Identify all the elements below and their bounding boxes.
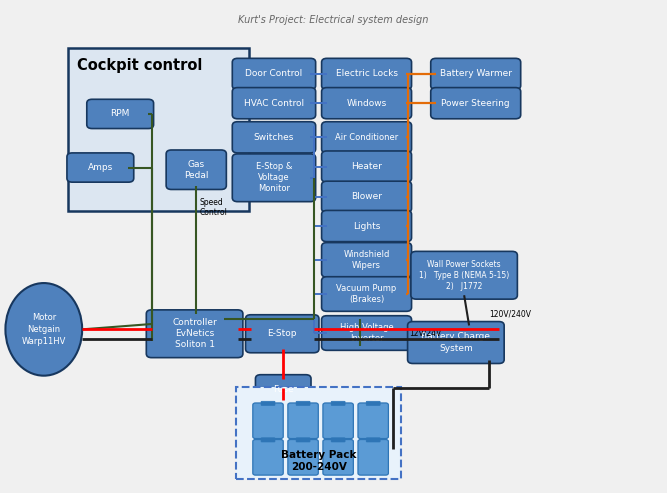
Text: Air Conditioner: Air Conditioner xyxy=(335,133,398,142)
Text: Gas
Pedal: Gas Pedal xyxy=(184,160,209,180)
FancyBboxPatch shape xyxy=(411,251,518,299)
Text: Speed
Control: Speed Control xyxy=(199,198,227,217)
FancyBboxPatch shape xyxy=(366,438,380,442)
Text: Battery Warmer: Battery Warmer xyxy=(440,70,512,78)
Text: Controller
EvNetics
Soliton 1: Controller EvNetics Soliton 1 xyxy=(172,318,217,350)
FancyBboxPatch shape xyxy=(232,154,315,202)
FancyBboxPatch shape xyxy=(431,58,521,90)
Text: Electric Locks: Electric Locks xyxy=(336,70,398,78)
FancyBboxPatch shape xyxy=(67,153,134,182)
Text: 120V/240V: 120V/240V xyxy=(489,309,531,318)
FancyBboxPatch shape xyxy=(67,48,249,211)
FancyBboxPatch shape xyxy=(288,440,318,475)
FancyBboxPatch shape xyxy=(323,403,354,439)
Text: Blower: Blower xyxy=(351,192,382,201)
FancyBboxPatch shape xyxy=(236,387,401,479)
FancyBboxPatch shape xyxy=(261,438,275,442)
Text: Lights: Lights xyxy=(353,221,380,231)
FancyBboxPatch shape xyxy=(321,88,412,119)
Text: Amps: Amps xyxy=(88,163,113,172)
Ellipse shape xyxy=(5,283,82,376)
Text: Motor
Netgain
Warp11HV: Motor Netgain Warp11HV xyxy=(21,313,66,346)
FancyBboxPatch shape xyxy=(321,243,412,277)
Text: Cockpit control: Cockpit control xyxy=(77,58,202,73)
FancyBboxPatch shape xyxy=(87,99,153,129)
FancyBboxPatch shape xyxy=(321,211,412,242)
Text: Switches: Switches xyxy=(253,133,294,142)
FancyBboxPatch shape xyxy=(232,122,315,153)
FancyBboxPatch shape xyxy=(245,315,319,353)
FancyBboxPatch shape xyxy=(366,401,380,405)
FancyBboxPatch shape xyxy=(321,122,412,153)
FancyBboxPatch shape xyxy=(331,438,345,442)
FancyBboxPatch shape xyxy=(408,321,504,363)
FancyBboxPatch shape xyxy=(321,151,412,182)
FancyBboxPatch shape xyxy=(232,58,315,90)
Text: 12V/24V: 12V/24V xyxy=(410,328,442,338)
Text: Battery Pack
200-240V: Battery Pack 200-240V xyxy=(281,450,356,472)
FancyBboxPatch shape xyxy=(358,440,388,475)
Text: Vacuum Pump
(Brakes): Vacuum Pump (Brakes) xyxy=(336,284,397,304)
Text: Windows: Windows xyxy=(346,99,387,107)
FancyBboxPatch shape xyxy=(253,440,283,475)
FancyBboxPatch shape xyxy=(321,277,412,312)
FancyBboxPatch shape xyxy=(166,150,226,189)
Text: HVAC Control: HVAC Control xyxy=(244,99,304,107)
Text: RPM: RPM xyxy=(111,109,130,118)
FancyBboxPatch shape xyxy=(321,58,412,90)
Text: Power Steering: Power Steering xyxy=(442,99,510,107)
Text: Fuse: Fuse xyxy=(273,385,293,394)
Text: Door Control: Door Control xyxy=(245,70,303,78)
Text: E-Stop: E-Stop xyxy=(267,329,297,338)
Text: Battery Charge
System: Battery Charge System xyxy=(422,332,490,352)
Text: Windshield
Wipers: Windshield Wipers xyxy=(344,250,390,270)
FancyBboxPatch shape xyxy=(288,403,318,439)
FancyBboxPatch shape xyxy=(232,88,315,119)
FancyBboxPatch shape xyxy=(253,403,283,439)
FancyBboxPatch shape xyxy=(431,88,521,119)
FancyBboxPatch shape xyxy=(358,403,388,439)
FancyBboxPatch shape xyxy=(296,401,310,405)
FancyBboxPatch shape xyxy=(296,438,310,442)
FancyBboxPatch shape xyxy=(255,375,311,404)
FancyBboxPatch shape xyxy=(261,401,275,405)
FancyBboxPatch shape xyxy=(331,401,345,405)
FancyBboxPatch shape xyxy=(321,181,412,212)
FancyBboxPatch shape xyxy=(323,440,354,475)
FancyBboxPatch shape xyxy=(321,316,412,351)
Text: Wall Power Sockets
1)   Type B (NEMA 5-15)
2)   J1772: Wall Power Sockets 1) Type B (NEMA 5-15)… xyxy=(419,260,510,291)
Text: Heater: Heater xyxy=(351,162,382,171)
Text: Kurt's Project: Electrical system design: Kurt's Project: Electrical system design xyxy=(238,15,429,25)
Text: High Voltage
Inverter: High Voltage Inverter xyxy=(340,323,394,343)
FancyBboxPatch shape xyxy=(146,310,243,357)
Text: E-Stop &
Voltage
Monitor: E-Stop & Voltage Monitor xyxy=(255,162,292,193)
